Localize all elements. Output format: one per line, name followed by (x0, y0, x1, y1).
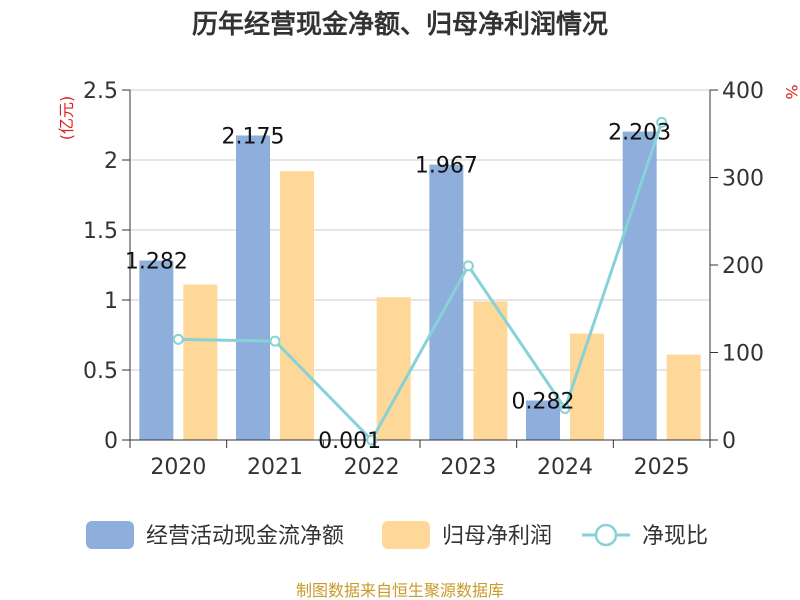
axes: 0 0.5 1 1.5 2 2.5 0 100 200 300 400 2020 2021 2022 202… (83, 79, 764, 480)
source-note: 制图数据来自恒生聚源数据库 (296, 581, 504, 600)
legend-label: 归母净利润 (442, 524, 552, 549)
chart-title: 历年经营现金净额、归母净利润情况 (192, 9, 608, 40)
x-axis-tick-label: 2025 (634, 455, 690, 480)
right-axis-tick-label: 300 (722, 167, 764, 192)
left-axis-unit: (亿元) (57, 96, 76, 141)
data-label: 0.001 (318, 429, 381, 454)
left-axis-tick-label: 2.5 (83, 79, 118, 104)
grid-lines (130, 89, 710, 371)
data-label: 1.967 (415, 154, 478, 179)
bar-cashflow (139, 260, 174, 440)
data-label: 0.282 (512, 390, 575, 415)
left-axis-tick-label: 0 (104, 429, 118, 454)
legend-label: 净现比 (642, 524, 708, 549)
right-axis-tick-label: 0 (722, 429, 736, 454)
legend-marker (594, 523, 618, 547)
bar-cashflow (526, 400, 560, 440)
bar-profit (473, 301, 508, 440)
bar-cashflow (429, 164, 464, 440)
data-label: 1.282 (125, 250, 188, 275)
ratio-point (366, 434, 378, 446)
left-axis-tick-label: 1.5 (83, 219, 118, 244)
data-labels: 1.282 2.175 0.001 1.967 0.282 2.203 (125, 121, 671, 454)
x-axis-tick-label: 2023 (440, 455, 496, 480)
x-axis-tick-label: 2022 (344, 455, 400, 480)
ratio-line-path (178, 121, 664, 443)
left-axis-tick-label: 1 (104, 289, 118, 314)
ratio-point (559, 403, 571, 414)
data-label: 2.175 (222, 125, 285, 150)
ratio-point (462, 260, 474, 272)
left-axis-tick-label: 2 (104, 149, 118, 174)
bar-profit (376, 297, 411, 440)
bar-profit (666, 354, 701, 440)
ratio-line (172, 116, 668, 446)
bar-profit (570, 333, 604, 440)
ratio-point (656, 116, 668, 128)
right-axis-unit: % (782, 84, 800, 99)
legend-swatch (86, 521, 134, 549)
legend-swatch (382, 521, 430, 549)
bars (139, 131, 701, 440)
legend: 经营活动现金流净额 归母净利润 净现比 (86, 521, 708, 549)
ratio-point (172, 333, 184, 345)
bar-cashflow (622, 131, 657, 440)
legend-label: 经营活动现金流净额 (146, 524, 344, 549)
bar-profit (280, 171, 314, 440)
left-axis-tick-label: 0.5 (83, 359, 118, 384)
x-axis-tick-label: 2024 (537, 455, 593, 480)
right-axis-tick-label: 400 (722, 79, 764, 104)
right-axis-tick-label: 200 (722, 254, 764, 279)
bar-cashflow (236, 135, 270, 440)
bar-profit (183, 284, 218, 440)
x-axis-tick-label: 2021 (247, 455, 303, 480)
data-label: 2.203 (608, 121, 671, 146)
x-axis-tick-label: 2020 (150, 455, 206, 480)
right-axis-tick-label: 100 (722, 342, 764, 367)
ratio-point (269, 335, 281, 347)
